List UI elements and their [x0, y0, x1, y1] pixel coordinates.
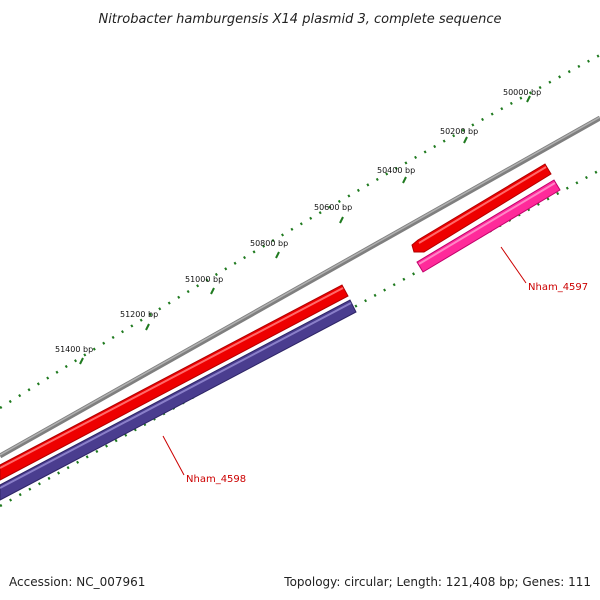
summary-text: Topology: circular; Length: 121,408 bp; … [283, 575, 591, 589]
tick-label: 51000 bp [185, 275, 223, 284]
map-title: Nitrobacter hamburgensis X14 plasmid 3, … [98, 12, 501, 27]
major-tick [339, 216, 344, 224]
tick-label: 50400 bp [377, 166, 415, 175]
accession-text: Accession: NC_007961 [9, 575, 145, 589]
tick-label: 51400 bp [55, 345, 93, 354]
gene-4597-inner-highlight [418, 182, 556, 265]
gene-4598-inner-strand[interactable] [0, 299, 357, 501]
major-tick [402, 176, 407, 184]
major-tick [79, 357, 84, 365]
major-tick [210, 287, 215, 295]
gene-4597-outer-highlight [418, 166, 547, 244]
gene-4598-outer-highlight [0, 287, 344, 469]
major-tick [463, 136, 468, 144]
tick-label: 51200 bp [120, 310, 158, 319]
tick-label: 50600 bp [314, 203, 352, 212]
gene-4597-inner-strand[interactable] [416, 179, 561, 273]
tick-label: 50000 bp [503, 88, 541, 97]
gene-4597-callout-line [500, 246, 527, 284]
major-tick [275, 251, 280, 259]
gene-4598-inner-highlight [0, 302, 352, 489]
gene-nham-4597[interactable]: Nham_4597 [411, 163, 588, 293]
major-ticks [79, 95, 531, 365]
gene-label-nham-4598: Nham_4598 [186, 474, 246, 485]
gene-4597-outer-strand[interactable] [411, 163, 552, 253]
tick-label: 50800 bp [250, 239, 288, 248]
backbone-highlight [0, 116, 600, 456]
gene-4598-callout-line [162, 435, 185, 476]
backbone-track [0, 115, 600, 459]
outer-tick-ring [0, 53, 600, 410]
gene-label-nham-4597: Nham_4597 [528, 282, 588, 293]
tick-label: 50200 bp [440, 127, 478, 136]
gene-4598-outer-strand[interactable] [0, 284, 349, 481]
major-tick [145, 323, 150, 331]
major-tick [526, 95, 531, 103]
gene-nham-4598[interactable]: Nham_4598 [0, 284, 357, 501]
